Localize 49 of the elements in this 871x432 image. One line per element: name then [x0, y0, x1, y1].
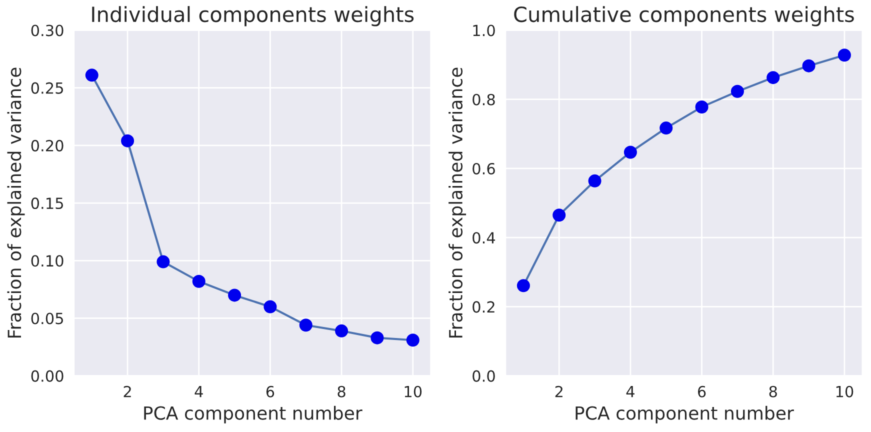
point [588, 174, 602, 188]
x-tick-label: 2 [555, 386, 562, 398]
y-tick-label: 0.05 [31, 312, 63, 324]
y-axis-title: Fraction of explained variance [7, 68, 25, 338]
y-tick-label: 0.6 [472, 162, 495, 174]
point [406, 334, 420, 347]
y-tick-label: 0.00 [31, 370, 64, 382]
x-tick-label: 4 [194, 386, 203, 398]
chart-title: Cumulative components weights [514, 6, 854, 26]
y-tick-label: 0.15 [31, 198, 63, 210]
point [156, 255, 170, 268]
point [802, 59, 816, 72]
point [766, 71, 780, 84]
x-tick-label: 10 [836, 386, 854, 398]
point [624, 146, 637, 159]
x-axis-title: PCA component number [144, 406, 362, 424]
point [552, 208, 566, 222]
x-tick-label: 4 [626, 386, 634, 398]
point [838, 48, 851, 62]
point [730, 84, 744, 98]
y-tick-label: 0.30 [31, 24, 64, 36]
point [516, 279, 530, 292]
x-axis-title: PCA component number [576, 406, 794, 424]
point [660, 122, 673, 135]
point [85, 68, 98, 82]
point [228, 288, 242, 302]
x-tick-label: 6 [698, 386, 706, 398]
y-tick-label: 0.20 [31, 140, 64, 152]
point [121, 134, 134, 148]
y-tick-label: 0.8 [472, 94, 495, 106]
point [370, 331, 384, 344]
y-tick-label: 0.10 [31, 255, 64, 267]
point [335, 324, 348, 338]
point [264, 300, 277, 314]
x-tick-label: 10 [404, 386, 422, 398]
y-tick-label: 0.2 [472, 301, 494, 313]
x-tick-label: 8 [338, 386, 346, 398]
y-axis-title: Fraction of explained variance [448, 68, 466, 338]
y-tick-label: 1.0 [473, 24, 495, 36]
y-tick-label: 0.0 [472, 370, 495, 382]
y-tick-label: 0.4 [472, 232, 496, 244]
point [299, 318, 312, 332]
x-tick-label: 8 [769, 386, 777, 398]
y-tick-label: 0.25 [31, 82, 63, 94]
point [192, 274, 206, 288]
chart-title: Individual components weights [92, 6, 414, 26]
x-tick-label: 6 [266, 386, 274, 398]
x-tick-label: 2 [124, 386, 131, 398]
point [695, 100, 708, 114]
